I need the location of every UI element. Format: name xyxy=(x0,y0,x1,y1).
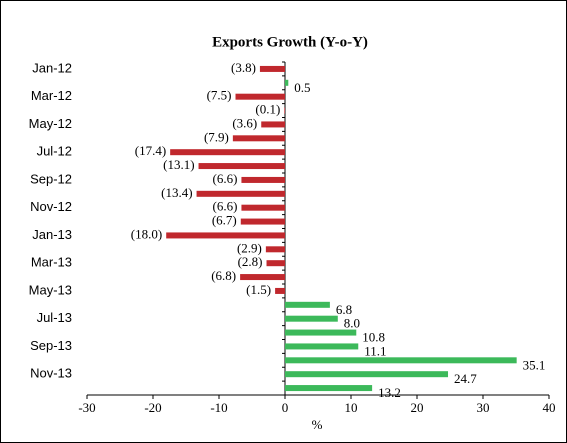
bar xyxy=(241,176,285,183)
value-label: (13.1) xyxy=(163,157,194,172)
x-tick-label: -20 xyxy=(144,400,161,415)
x-tick-label: 10 xyxy=(345,400,358,415)
bar xyxy=(275,287,285,294)
bar xyxy=(285,385,373,392)
bar xyxy=(285,343,359,350)
bar xyxy=(240,274,285,281)
bar xyxy=(285,371,449,378)
value-label: (1.5) xyxy=(246,282,271,297)
y-tick-label: May-12 xyxy=(29,116,72,131)
value-label: (17.4) xyxy=(135,143,166,158)
bar xyxy=(232,135,285,142)
value-label: 24.7 xyxy=(454,371,477,386)
value-label: (6.7) xyxy=(212,213,237,228)
bar xyxy=(266,260,285,267)
bar xyxy=(198,163,285,170)
value-label: (2.9) xyxy=(237,240,262,255)
value-label: (2.8) xyxy=(238,254,263,269)
y-tick-label: May-13 xyxy=(29,282,72,297)
value-label: 8.0 xyxy=(344,316,360,331)
value-label: 0.5 xyxy=(294,80,310,95)
value-label: (18.0) xyxy=(131,226,162,241)
bar xyxy=(241,204,285,211)
bar xyxy=(285,301,330,308)
bar xyxy=(285,315,338,322)
bar xyxy=(166,232,285,239)
bar xyxy=(285,329,357,336)
y-tick-label: Jan-12 xyxy=(32,60,72,75)
bar xyxy=(196,190,285,197)
x-tick-label: 0 xyxy=(282,400,289,415)
y-tick-label: Jan-13 xyxy=(32,227,72,242)
value-label: (6.6) xyxy=(213,171,238,186)
value-label: 10.8 xyxy=(362,330,385,345)
y-tick-label: Jul-13 xyxy=(37,310,72,325)
value-label: (7.9) xyxy=(204,129,229,144)
value-label: 35.1 xyxy=(523,357,546,372)
bar xyxy=(285,357,517,364)
value-label: 11.1 xyxy=(364,343,386,358)
y-tick-label: Jul-12 xyxy=(37,144,72,159)
x-tick-label: 30 xyxy=(477,400,490,415)
value-label: (0.1) xyxy=(255,102,280,117)
x-tick-label: 40 xyxy=(543,400,556,415)
value-label: (7.5) xyxy=(207,88,232,103)
bar xyxy=(235,93,285,100)
y-tick-label: Sep-12 xyxy=(30,171,72,186)
bar xyxy=(285,79,289,86)
value-label: 13.2 xyxy=(378,385,401,400)
bar xyxy=(265,246,285,253)
x-tick-label: -30 xyxy=(78,400,95,415)
value-label: (3.8) xyxy=(231,60,256,75)
bar xyxy=(240,218,285,225)
bar xyxy=(261,121,285,128)
value-label: (6.8) xyxy=(211,268,236,283)
y-tick-label: Sep-13 xyxy=(30,338,72,353)
x-tick-label: -10 xyxy=(210,400,227,415)
x-tick-label: 20 xyxy=(411,400,424,415)
y-tick-label: Mar-13 xyxy=(31,255,72,270)
chart-title: Exports Growth (Y-o-Y) xyxy=(212,34,368,50)
value-label: 6.8 xyxy=(336,302,352,317)
value-label: (13.4) xyxy=(161,185,192,200)
y-tick-label: Nov-12 xyxy=(30,199,72,214)
bar xyxy=(284,107,285,114)
bar xyxy=(170,149,285,156)
bar xyxy=(259,65,285,72)
y-tick-label: Mar-12 xyxy=(31,88,72,103)
value-label: (6.6) xyxy=(213,199,238,214)
x-axis-label: % xyxy=(312,417,323,432)
y-tick-label: Nov-13 xyxy=(30,366,72,381)
value-label: (3.6) xyxy=(232,115,257,130)
